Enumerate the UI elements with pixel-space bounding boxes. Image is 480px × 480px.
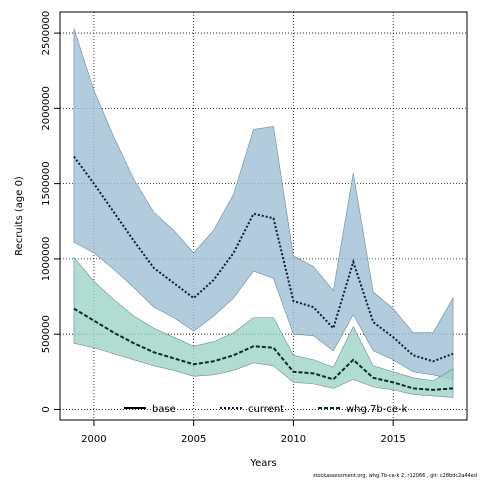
- legend-label: whg.7b-ce-k: [346, 404, 408, 415]
- legend: base current whg.7b-ce-k: [124, 404, 408, 415]
- y-tick-label: 500000: [41, 315, 52, 353]
- series-lines: [73, 155, 454, 391]
- x-tick-label: 2005: [181, 434, 206, 445]
- y-tick-label: 2000000: [41, 86, 52, 131]
- band-whg.7b-ce-k: [73, 256, 454, 398]
- y-tick-label: 2500000: [41, 11, 52, 56]
- x-tick-label: 2015: [380, 434, 405, 445]
- legend-label: base: [152, 404, 176, 415]
- y-tick-label: 0: [41, 406, 52, 412]
- legend-label: current: [248, 404, 284, 415]
- line-whg.7b-ce-k: [73, 307, 454, 391]
- x-tick-label: 2000: [81, 434, 106, 445]
- y-tick-label: 1500000: [41, 161, 52, 206]
- confidence-bands: [73, 28, 454, 398]
- line-current: [73, 155, 454, 363]
- footer-credit: stockassessment.org, whg.7b-ce-k 2, r120…: [313, 473, 477, 479]
- y-axis-title: Recruits (age 0): [14, 176, 25, 256]
- x-axis: 2000 2005 2010 2015: [81, 419, 406, 445]
- y-axis: 0 500000 1000000 1500000 2000000 2500000: [41, 11, 61, 413]
- x-tick-label: 2010: [281, 434, 306, 445]
- x-axis-title: Years: [249, 458, 276, 469]
- y-tick-label: 1000000: [41, 237, 52, 282]
